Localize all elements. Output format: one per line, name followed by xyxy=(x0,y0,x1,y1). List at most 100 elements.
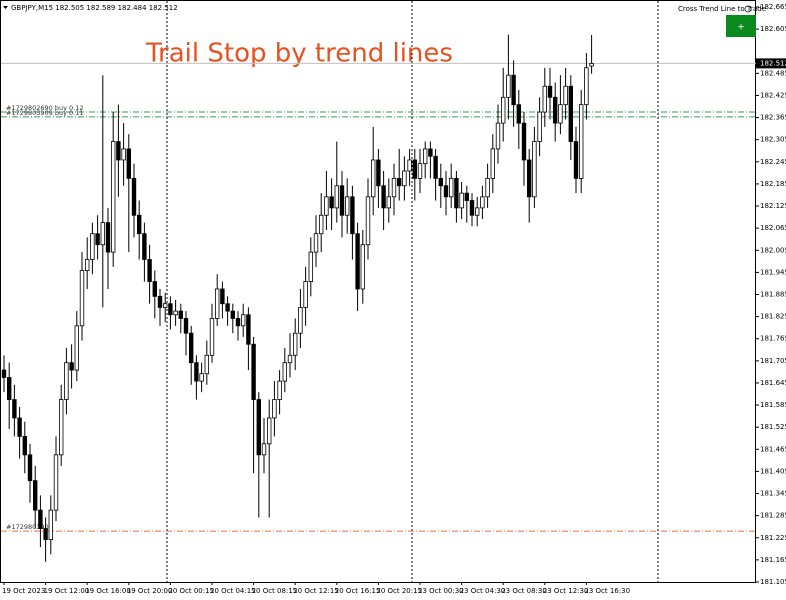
candle-body xyxy=(350,196,355,235)
candle-body xyxy=(563,85,568,106)
x-tick-label: 20 Oct 20:15 xyxy=(376,587,422,595)
candle-body xyxy=(90,233,95,260)
candle-body xyxy=(277,380,282,400)
candle-body xyxy=(558,104,563,124)
x-tick-label: 20 Oct 04:15 xyxy=(210,587,256,595)
x-tick-label: 19 Oct 16:00 xyxy=(85,587,131,595)
add-button[interactable] xyxy=(726,15,756,37)
x-tick-label: 20 Oct 12:15 xyxy=(293,587,339,595)
candle-body xyxy=(251,343,256,400)
candle-body xyxy=(162,303,168,308)
candle-body xyxy=(324,196,329,216)
candle-body xyxy=(500,96,506,124)
candle-body xyxy=(464,192,469,201)
candle-body xyxy=(225,303,230,312)
candle-body xyxy=(365,196,371,246)
y-tick-label: 181.525 xyxy=(760,423,786,431)
candle-body xyxy=(438,177,443,187)
candle-body xyxy=(443,185,449,198)
candle-body xyxy=(584,67,589,106)
x-tick-label: 19 Oct 2023 xyxy=(2,587,45,595)
chart-title: Trail Stop by trend lines xyxy=(145,39,453,69)
panel-label: Cross Trend Line to Trade xyxy=(678,5,766,13)
candle-body xyxy=(85,259,90,271)
candle-body xyxy=(537,111,542,142)
y-tick-label: 181.165 xyxy=(760,556,786,564)
y-tick-label: 182.005 xyxy=(760,246,786,254)
candle-body xyxy=(79,270,85,327)
y-tick-label: 181.345 xyxy=(760,490,786,498)
y-tick-label: 182.185 xyxy=(760,180,786,188)
candle-body xyxy=(329,196,334,209)
candle-body xyxy=(547,85,553,98)
candle-body xyxy=(17,417,22,437)
candle-body xyxy=(183,318,189,334)
candle-body xyxy=(396,177,402,187)
candle-body xyxy=(454,177,459,209)
candle-body xyxy=(474,207,480,216)
y-tick-label: 182.065 xyxy=(760,224,786,232)
candle-body xyxy=(22,436,27,456)
candle-body xyxy=(402,170,407,187)
candle-body xyxy=(121,148,126,161)
candle-body xyxy=(38,509,43,529)
candle-body xyxy=(1,369,7,378)
order-label: #1729803909 buy 0.11 xyxy=(6,109,84,117)
candle-body xyxy=(157,295,163,308)
y-tick-label: 181.105 xyxy=(760,578,786,586)
candle-body xyxy=(573,141,579,179)
candle-body xyxy=(261,443,267,456)
candle-body xyxy=(287,354,293,364)
y-tick-label: 182.125 xyxy=(760,202,786,210)
candle-body xyxy=(480,196,485,209)
candle-body xyxy=(105,222,111,253)
candle-body xyxy=(511,74,516,106)
price-box-label: 182.512 xyxy=(760,59,786,67)
candle-body xyxy=(230,310,235,319)
x-tick-label: 19 Oct 20:00 xyxy=(127,587,173,595)
candle-body xyxy=(407,159,412,172)
candle-body xyxy=(33,480,38,511)
candle-body xyxy=(485,177,490,198)
candle-body xyxy=(344,196,350,216)
candle-body xyxy=(100,222,105,246)
y-tick-label: 182.485 xyxy=(760,69,786,77)
candle-body xyxy=(256,399,261,456)
candle-body xyxy=(64,362,69,400)
candle-body xyxy=(459,192,464,209)
candle-body xyxy=(136,214,142,235)
add-button-label[interactable]: + xyxy=(737,23,745,33)
candle-body xyxy=(168,303,173,316)
candle-body xyxy=(292,332,298,356)
candle-body xyxy=(69,362,74,371)
x-tick-label: 23 Oct 12:30 xyxy=(543,587,589,595)
y-tick-label: 181.585 xyxy=(760,401,786,409)
candle-body xyxy=(370,159,376,198)
candle-body xyxy=(12,399,17,419)
y-tick-label: 181.225 xyxy=(760,534,786,542)
candle-body xyxy=(360,244,365,290)
candle-body xyxy=(240,314,246,327)
candle-body xyxy=(152,281,157,297)
candle-body xyxy=(495,122,501,150)
candle-body xyxy=(433,155,438,179)
candle-body xyxy=(111,141,116,253)
x-tick-label: 23 Oct 16:30 xyxy=(584,587,630,595)
candle-body xyxy=(178,310,183,319)
candle-body xyxy=(391,177,397,198)
y-tick-label: 181.945 xyxy=(760,268,786,276)
y-tick-label: 182.245 xyxy=(760,158,786,166)
candle-body xyxy=(204,354,209,375)
candle-body xyxy=(220,288,225,305)
candle-body xyxy=(282,362,287,382)
candle-body xyxy=(542,85,547,113)
candle-body xyxy=(7,377,12,400)
y-tick-label: 182.665 xyxy=(760,3,786,11)
candle-body xyxy=(579,104,584,179)
y-tick-label: 181.885 xyxy=(760,291,786,299)
candle-body xyxy=(142,233,147,260)
price-box xyxy=(756,58,786,69)
y-tick-label: 181.705 xyxy=(760,357,786,365)
candle-body xyxy=(553,96,558,124)
